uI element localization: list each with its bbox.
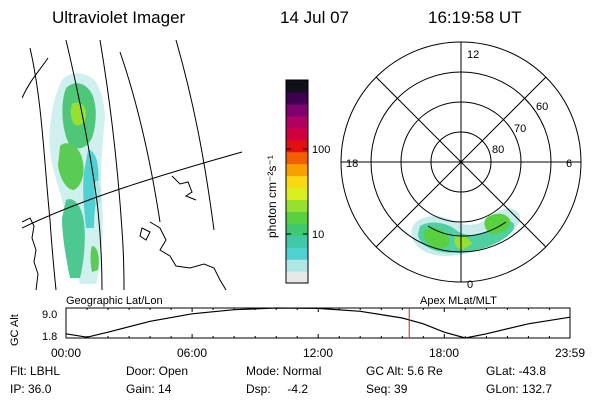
info-gc-alt: GC Alt: 5.6 Re <box>366 364 443 378</box>
app-title: Ultraviolet Imager <box>52 8 186 27</box>
altitude-plot: Geographic Lat/Lon Apex MLat/MLT 9.0 1.8… <box>9 295 585 360</box>
colorbar-cell <box>286 223 308 236</box>
colorbar-tick-100: 100 <box>312 144 330 156</box>
mlat-label-60: 60 <box>536 101 548 113</box>
info-filter: Flt: LBHL <box>10 364 61 378</box>
colorbar-cell <box>286 187 308 201</box>
colorbar-cell <box>286 199 308 212</box>
colorbar-cell <box>286 139 308 153</box>
colorbar-cell <box>286 211 308 224</box>
coastline-south <box>149 221 227 290</box>
date-label: 14 Jul 07 <box>280 8 349 27</box>
alt-ylabel: GC Alt <box>9 314 21 346</box>
alt-tick-max: 9.0 <box>42 309 57 321</box>
x-tick-2359: 23:59 <box>555 346 585 360</box>
colorbar-cell <box>286 80 308 93</box>
x-tick-1200: 12:00 <box>303 346 333 360</box>
mlt-label-12: 12 <box>467 49 479 61</box>
colorbar-tick-10: 10 <box>312 229 324 241</box>
mlt-label-0: 0 <box>467 279 473 291</box>
mlat-label-70: 70 <box>514 123 526 135</box>
coastline-islet <box>139 227 151 241</box>
info-gain: Gain: 14 <box>126 382 172 396</box>
mlt-label-6: 6 <box>566 158 572 170</box>
geographic-caption: Geographic Lat/Lon <box>66 295 163 307</box>
time-label: 16:19:58 UT <box>428 8 522 27</box>
info-dsp: Dsp: -4.2 <box>246 382 309 396</box>
info-mode: Mode: Normal <box>246 364 322 378</box>
colorbar-cell <box>286 103 308 117</box>
info-door: Door: Open <box>126 364 189 378</box>
colorbar-cell <box>286 175 308 189</box>
colorbar-cell <box>286 271 308 284</box>
info-ip: IP: 36.0 <box>10 382 52 396</box>
colorbar-cell <box>286 115 308 129</box>
colorbar-cell <box>286 91 308 105</box>
colorbar-cell <box>286 127 308 141</box>
colorbar: 100 10 photon cm⁻²s⁻¹ <box>265 79 330 284</box>
coastline-island <box>171 175 197 201</box>
coastline-west <box>22 217 39 290</box>
polar-dial: 12 18 6 0 60 70 80 <box>340 41 582 291</box>
info-seq: Seq: 39 <box>366 382 408 396</box>
mlat-label-80: 80 <box>492 144 504 156</box>
colorbar-cell <box>286 151 308 165</box>
info-glat: GLat: -43.8 <box>486 364 547 378</box>
mlt-label-18: 18 <box>346 158 358 170</box>
colorbar-label: photon cm⁻²s⁻¹ <box>265 155 279 238</box>
x-tick-0000: 00:00 <box>51 346 81 360</box>
apex-caption: Apex MLat/MLT <box>420 295 497 307</box>
altitude-curve <box>65 307 571 339</box>
alt-tick-min: 1.8 <box>42 331 57 343</box>
colorbar-cell <box>286 247 308 260</box>
aurora-geographic <box>49 73 105 284</box>
geographic-map <box>22 40 243 290</box>
x-tick-1800: 18:00 <box>429 346 459 360</box>
info-glon: GLon: 132.7 <box>486 382 553 396</box>
colorbar-cell <box>286 163 308 177</box>
colorbar-cell <box>286 259 308 272</box>
colorbar-cell <box>286 235 308 248</box>
x-tick-0600: 06:00 <box>177 346 207 360</box>
